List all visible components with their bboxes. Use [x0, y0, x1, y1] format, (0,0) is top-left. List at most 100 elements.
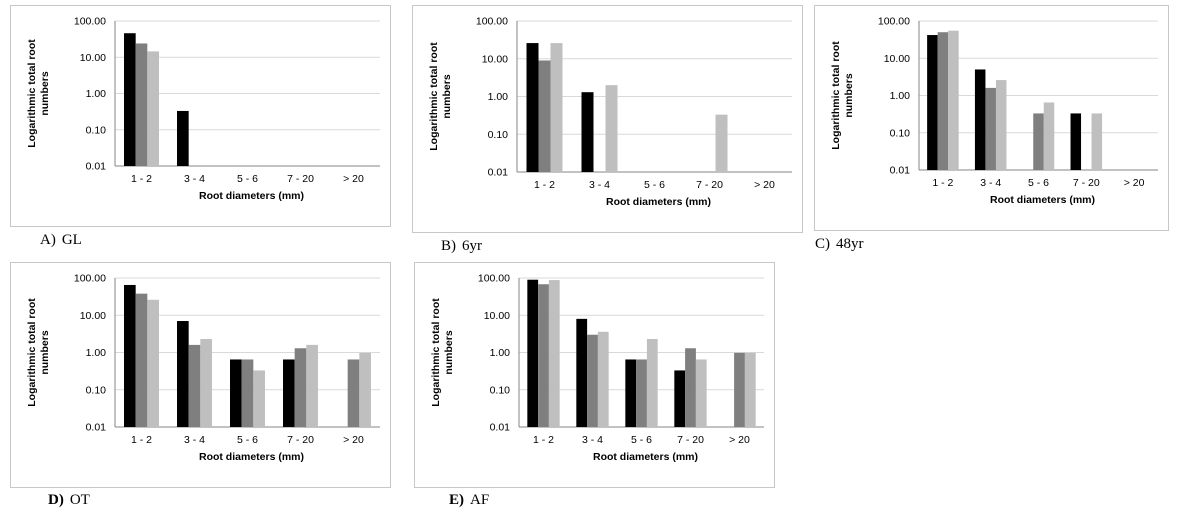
chart-e: 0.01 0.10 1.00 10.00 100.00 1 - 2 3 - 4 5 - 6 7 … [430, 273, 764, 463]
x-axis-title: Root diameters (mm) [606, 196, 711, 208]
y-tick-label: 0.10 [488, 129, 509, 141]
y-axis-title-line: Logarithmic total root [428, 42, 440, 151]
y-tick-label: 100.00 [478, 273, 510, 285]
y-axis-title-line: numbers [441, 74, 453, 119]
x-tick-label: 1 - 2 [131, 173, 152, 185]
bar [948, 30, 959, 170]
y-tick-label: 100.00 [74, 16, 106, 28]
bar [1091, 113, 1103, 170]
bar [646, 339, 658, 427]
caption-a-text: GL [61, 232, 82, 248]
chart-b: 0.01 0.10 1.00 10.00 100.00 1 - 2 3 - 4 5 - 6 7 … [428, 16, 792, 208]
y-axis-title-line: Logarithmic total root [26, 298, 38, 407]
bar [527, 279, 539, 427]
bar [526, 43, 539, 173]
caption-b: B) 6yr [441, 238, 482, 255]
bar [538, 60, 551, 173]
x-tick-label: 7 - 20 [287, 434, 314, 446]
y-tick-label: 0.01 [86, 161, 107, 173]
bar [188, 344, 201, 427]
bar [177, 110, 189, 166]
y-axis-title-line: numbers [39, 71, 51, 116]
chart-panel-b: 0.01 0.10 1.00 10.00 100.00 1 - 2 3 - 4 5 - 6 7 … [412, 5, 803, 233]
bar [1070, 113, 1082, 170]
y-tick-label: 10.00 [80, 52, 106, 64]
x-tick-label: 3 - 4 [582, 434, 603, 446]
bar [685, 348, 696, 427]
x-tick-label: > 20 [1124, 177, 1145, 189]
x-axis-title: Root diameters (mm) [199, 451, 304, 463]
caption-e-letter: E) [449, 492, 464, 508]
caption-c-letter: C) [815, 236, 830, 252]
caption-a: A) GL [40, 232, 82, 249]
y-tick-label: 0.10 [86, 124, 107, 136]
bar [937, 32, 949, 171]
bar [294, 348, 307, 427]
bar [995, 80, 1007, 170]
y-tick-label: 100.00 [476, 16, 508, 28]
y-tick-label: 0.10 [490, 384, 511, 396]
caption-c-text: 48yr [836, 236, 864, 252]
x-tick-label: 7 - 20 [1073, 177, 1100, 189]
y-tick-label: 10.00 [884, 53, 910, 65]
chart-c: 0.01 0.10 1.00 10.00 100.00 1 - 2 3 - 4 5 - 6 7 … [830, 16, 1158, 206]
x-tick-label: 1 - 2 [533, 434, 554, 446]
caption-e-text: AF [470, 492, 490, 508]
y-tick-label: 1.00 [488, 91, 509, 103]
chart-panel-d: 0.01 0.10 1.00 10.00 100.00 1 - 2 3 - 4 5 - 6 7 … [10, 262, 391, 488]
y-axis-title-line: Logarithmic total root [430, 298, 442, 407]
y-axis-title-line: numbers [443, 330, 455, 375]
x-tick-label: 3 - 4 [184, 173, 205, 185]
caption-d: D) OT [48, 492, 90, 509]
y-tick-label: 10.00 [482, 53, 508, 65]
x-tick-label: 3 - 4 [980, 177, 1001, 189]
bar [550, 43, 563, 173]
bar [715, 114, 728, 172]
x-tick-label: 5 - 6 [237, 173, 258, 185]
bar [147, 51, 159, 167]
x-tick-label: 5 - 6 [1028, 177, 1049, 189]
y-tick-label: 0.01 [488, 167, 509, 179]
bar [124, 284, 136, 427]
x-tick-label: 1 - 2 [534, 179, 555, 191]
y-axis-title-line: numbers [39, 330, 51, 375]
bar [548, 280, 560, 427]
bar [200, 339, 212, 427]
bar [347, 359, 360, 427]
x-tick-label: > 20 [729, 434, 750, 446]
bar [597, 331, 609, 427]
caption-d-text: OT [69, 492, 90, 508]
bar [230, 359, 242, 427]
caption-d-letter: D) [48, 492, 64, 508]
bar [581, 92, 594, 172]
caption-b-letter: B) [441, 238, 456, 254]
x-tick-label: 7 - 20 [696, 179, 723, 191]
x-axis-title: Root diameters (mm) [593, 451, 698, 463]
x-tick-label: 7 - 20 [287, 173, 314, 185]
y-tick-label: 10.00 [484, 310, 510, 322]
x-tick-label: 1 - 2 [932, 177, 953, 189]
chart-panel-c: 0.01 0.10 1.00 10.00 100.00 1 - 2 3 - 4 5 - 6 7 … [814, 5, 1169, 231]
y-tick-label: 1.00 [86, 88, 107, 100]
chart-panel-a: 0.01 0.10 1.00 10.00 100.00 1 - 2 3 - 4 5 - 6 7 … [10, 5, 391, 227]
bar [625, 359, 637, 427]
x-tick-label: 3 - 4 [589, 179, 610, 191]
y-tick-label: 100.00 [878, 16, 910, 28]
bar [974, 69, 986, 170]
caption-a-letter: A) [40, 232, 56, 248]
bar [695, 359, 707, 427]
x-tick-label: > 20 [343, 173, 364, 185]
bar [283, 359, 295, 427]
bar [985, 87, 996, 170]
bar [359, 352, 371, 427]
bar [135, 293, 148, 427]
bar [605, 85, 618, 172]
bar [177, 321, 189, 427]
bar [674, 370, 686, 427]
y-tick-label: 1.00 [490, 347, 511, 359]
bar [306, 344, 318, 427]
bar [576, 318, 588, 427]
y-tick-label: 0.01 [86, 422, 107, 434]
chart-a: 0.01 0.10 1.00 10.00 100.00 1 - 2 3 - 4 5 - 6 7 … [26, 16, 380, 202]
x-tick-label: 7 - 20 [677, 434, 704, 446]
